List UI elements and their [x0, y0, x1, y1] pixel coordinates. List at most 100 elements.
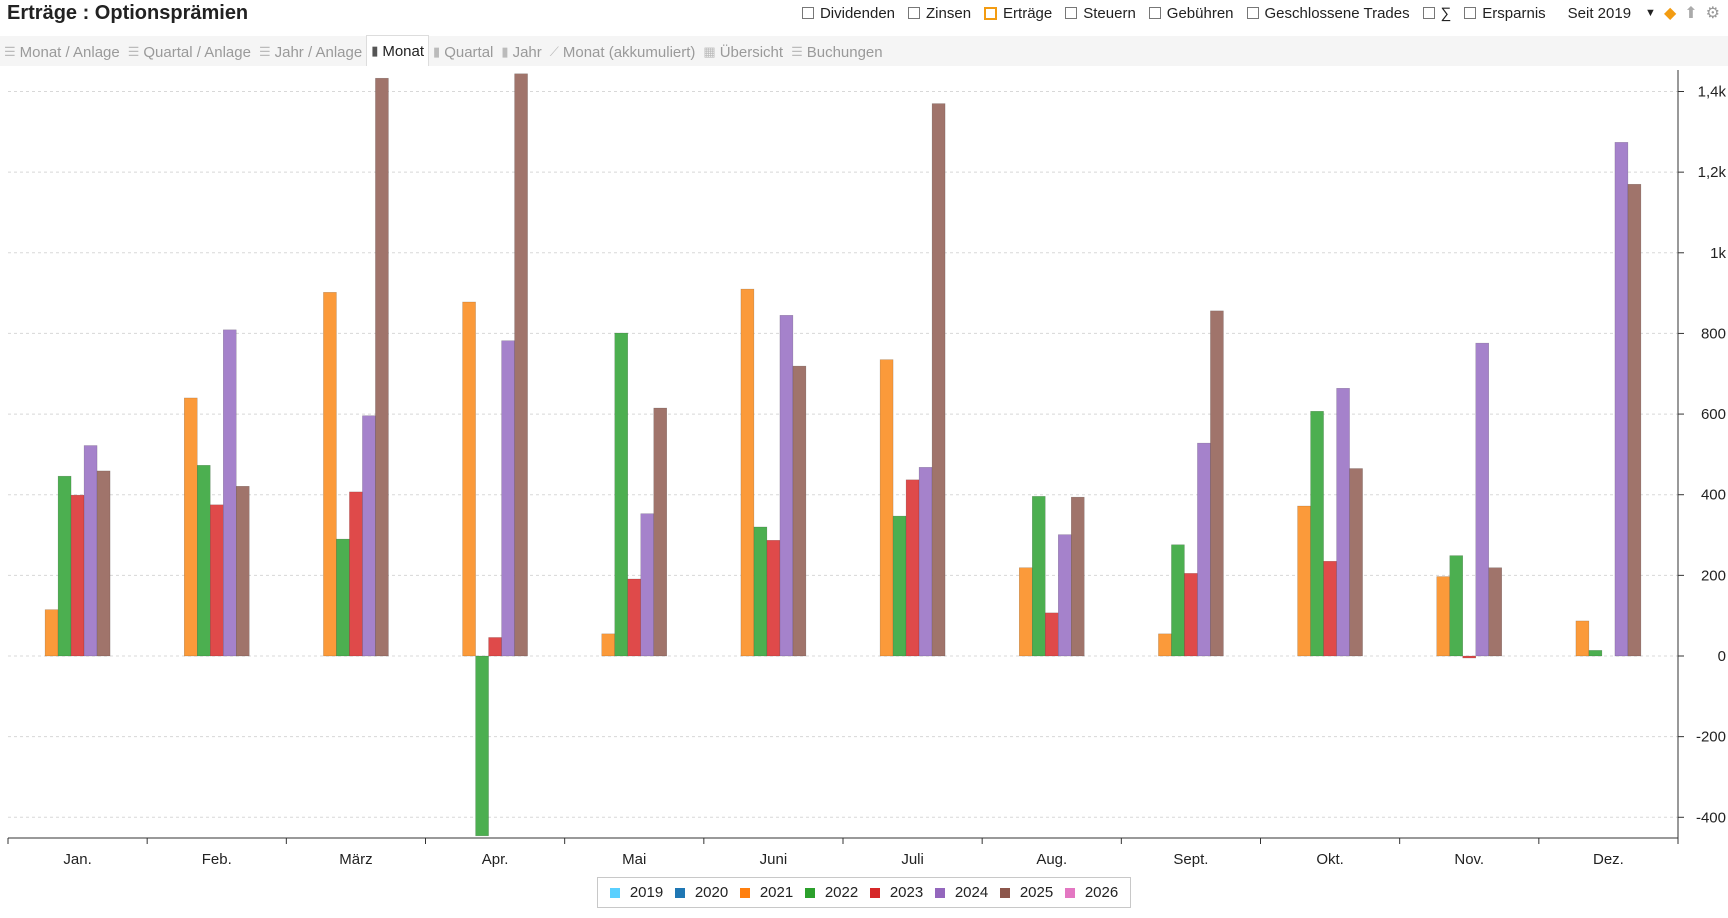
tab-7[interactable]: ▦ Übersicht — [699, 38, 787, 66]
legend-item-2023[interactable]: 2023 — [869, 884, 923, 901]
filter-label: Dividenden — [819, 4, 896, 22]
tab-3[interactable]: ▮ Monat — [366, 35, 430, 66]
bar-2023-Feb.[interactable] — [210, 504, 224, 657]
tab-5[interactable]: ▮ Jahr — [497, 38, 545, 66]
bar-2023-März[interactable] — [349, 491, 363, 657]
bar-2023-Sept.[interactable] — [1184, 573, 1198, 657]
bar-2022-Sept.[interactable] — [1171, 544, 1185, 657]
bar-2025-Sept.[interactable] — [1210, 310, 1224, 657]
bar-2024-Aug.[interactable] — [1058, 534, 1072, 657]
layers-icon[interactable]: ◆ — [1663, 5, 1677, 22]
bar-2021-Dez.[interactable] — [1575, 620, 1590, 657]
bar-2022-Feb.[interactable] — [197, 465, 211, 657]
bar-2021-Okt.[interactable] — [1297, 505, 1311, 657]
bar-2024-Feb.[interactable] — [223, 329, 237, 657]
filter-checkbox-7[interactable]: Ersparnis — [1464, 5, 1546, 22]
filter-checkbox-5[interactable]: Geschlossene Trades — [1246, 5, 1410, 22]
bar-2022-Apr.[interactable] — [475, 655, 489, 837]
tab-0[interactable]: ☰ Monat / Anlage — [0, 38, 124, 66]
bar-2024-Jan.[interactable] — [83, 445, 98, 657]
bar-2024-Mai[interactable] — [640, 513, 654, 657]
bar-2022-Jan.[interactable] — [57, 475, 72, 657]
view-tabs: ☰ Monat / Anlage ☰ Quartal / Anlage ☰ Jahr / … — [0, 35, 1728, 66]
bar-2021-Jan.[interactable] — [44, 609, 59, 657]
bar-2024-Okt.[interactable] — [1336, 388, 1350, 657]
legend-swatch — [804, 887, 815, 898]
bar-2021-März[interactable] — [323, 292, 337, 657]
tab-6[interactable]: ⟋ Monat (akkumuliert) — [546, 38, 700, 66]
bar-2023-Nov.[interactable] — [1462, 655, 1476, 659]
bar-2023-Jan.[interactable] — [70, 494, 85, 657]
bar-2024-Juli[interactable] — [918, 467, 933, 657]
filter-label: Gebühren — [1166, 4, 1234, 22]
bar-2024-Apr.[interactable] — [501, 340, 515, 657]
page-title: Erträge : Optionsprämien — [7, 2, 249, 24]
legend-swatch — [674, 887, 685, 898]
bar-2023-Okt.[interactable] — [1323, 560, 1337, 657]
bar-2021-Juli[interactable] — [879, 359, 894, 657]
bar-2024-Dez.[interactable] — [1614, 142, 1629, 657]
y-tick-label: 200 — [1701, 567, 1726, 584]
bar-2025-Okt.[interactable] — [1349, 468, 1363, 657]
tab-1[interactable]: ☰ Quartal / Anlage — [124, 38, 255, 66]
bar-2023-Juni[interactable] — [766, 540, 781, 657]
filter-checkbox-0[interactable]: Dividenden — [801, 4, 896, 22]
bar-2022-Juni[interactable] — [753, 526, 768, 657]
bar-2025-März[interactable] — [375, 77, 389, 657]
x-tick-label: Okt. — [1316, 851, 1344, 868]
bar-2021-Mai[interactable] — [601, 633, 615, 657]
bar-2025-Nov.[interactable] — [1488, 567, 1502, 657]
bar-2021-Sept.[interactable] — [1158, 633, 1172, 657]
bar-2023-Mai[interactable] — [627, 578, 641, 657]
bar-2024-Nov.[interactable] — [1475, 342, 1489, 657]
bar-2022-Okt.[interactable] — [1310, 410, 1324, 657]
legend-item-2019[interactable]: 2019 — [609, 884, 663, 901]
legend-item-2021[interactable]: 2021 — [739, 884, 794, 901]
bar-2025-Aug.[interactable] — [1071, 496, 1085, 657]
legend-item-2026[interactable]: 2026 — [1064, 884, 1118, 901]
legend-item-2024[interactable]: 2024 — [934, 884, 988, 901]
y-tick-label: 0 — [1718, 648, 1726, 665]
bar-2022-Aug.[interactable] — [1032, 496, 1046, 657]
bar-2024-Sept.[interactable] — [1197, 442, 1211, 657]
bar-2022-Juli[interactable] — [892, 515, 907, 657]
period-select[interactable]: Seit 2019 — [1567, 4, 1632, 22]
tab-8[interactable]: ☰ Buchungen — [787, 38, 887, 66]
bar-2021-Juni[interactable] — [740, 288, 755, 657]
filter-checkbox-3[interactable]: Steuern — [1065, 5, 1136, 22]
bar-2025-Mai[interactable] — [653, 407, 667, 657]
bar-2022-März[interactable] — [336, 538, 350, 657]
tab-2[interactable]: ☰ Jahr / Anlage — [255, 38, 366, 66]
bar-2023-Aug.[interactable] — [1045, 612, 1059, 657]
bar-2025-Juni[interactable] — [792, 365, 807, 657]
gear-icon[interactable]: ⚙ — [1705, 5, 1720, 22]
bar-2023-Apr.[interactable] — [488, 637, 502, 657]
bar-2025-Feb.[interactable] — [236, 485, 250, 657]
filter-checkbox-2[interactable]: Erträge — [984, 5, 1052, 22]
legend-label: 2021 — [759, 884, 794, 901]
filter-checkbox-4[interactable]: Gebühren — [1148, 4, 1234, 22]
bar-2021-Nov.[interactable] — [1436, 576, 1450, 657]
bar-2022-Mai[interactable] — [614, 332, 628, 657]
legend-item-2020[interactable]: 2020 — [674, 884, 728, 901]
legend-item-2025[interactable]: 2025 — [999, 884, 1053, 901]
bar-2022-Dez.[interactable] — [1588, 650, 1603, 657]
chevron-down-icon[interactable]: ▼ — [1645, 7, 1656, 19]
export-icon[interactable]: ⬆ — [1684, 5, 1698, 22]
bar-2021-Apr.[interactable] — [462, 301, 476, 657]
bar-2024-Juni[interactable] — [779, 315, 794, 657]
checkbox-icon — [801, 7, 814, 19]
filter-checkbox-6[interactable]: ∑ — [1422, 5, 1451, 22]
bar-2025-Apr.[interactable] — [514, 73, 528, 657]
bar-2021-Feb.[interactable] — [184, 397, 198, 657]
bar-2023-Juli[interactable] — [905, 479, 920, 657]
bar-2022-Nov.[interactable] — [1449, 555, 1463, 657]
bar-2021-Aug.[interactable] — [1019, 567, 1033, 657]
bar-2024-März[interactable] — [362, 415, 376, 657]
tab-4[interactable]: ▮ Quartal — [429, 38, 497, 66]
bar-2025-Dez.[interactable] — [1627, 183, 1642, 657]
bar-2025-Jan.[interactable] — [96, 470, 111, 657]
legend-item-2022[interactable]: 2022 — [804, 884, 858, 901]
bar-2025-Juli[interactable] — [931, 103, 946, 657]
filter-checkbox-1[interactable]: Zinsen — [908, 5, 971, 22]
